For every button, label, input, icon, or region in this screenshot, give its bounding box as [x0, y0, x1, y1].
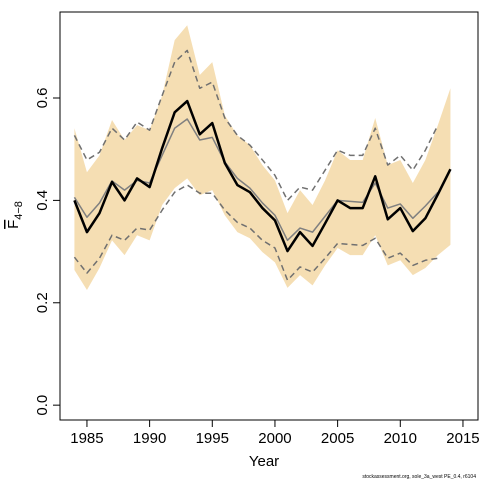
y-tick-label: 0.2	[34, 292, 51, 313]
plot-frame	[59, 11, 479, 421]
x-tick-label: 1995	[196, 430, 229, 447]
x-tick-label: 2000	[258, 430, 291, 447]
line	[73, 49, 439, 202]
confidence-band	[74, 25, 451, 290]
x-tick-label: 1990	[133, 430, 166, 447]
y-tick-label: 0.4	[34, 190, 51, 211]
y-axis-label-sub: 4−8	[13, 201, 25, 220]
x-tick-label: 2005	[321, 430, 354, 447]
x-axis-label: Year	[249, 453, 279, 470]
line	[73, 184, 439, 281]
line	[73, 99, 452, 253]
x-tick-label: 1985	[70, 430, 103, 447]
footnote: stockassessment.org, sole_3a_west PE_0.4…	[362, 474, 476, 480]
y-axis-label: F4−8	[5, 201, 25, 229]
y-axis-label-main: F	[5, 220, 22, 229]
x-tick-label: 2015	[446, 430, 479, 447]
y-tick-label: 0.0	[34, 395, 51, 416]
x-tick-label: 2010	[384, 430, 417, 447]
y-tick-label: 0.6	[34, 88, 51, 109]
